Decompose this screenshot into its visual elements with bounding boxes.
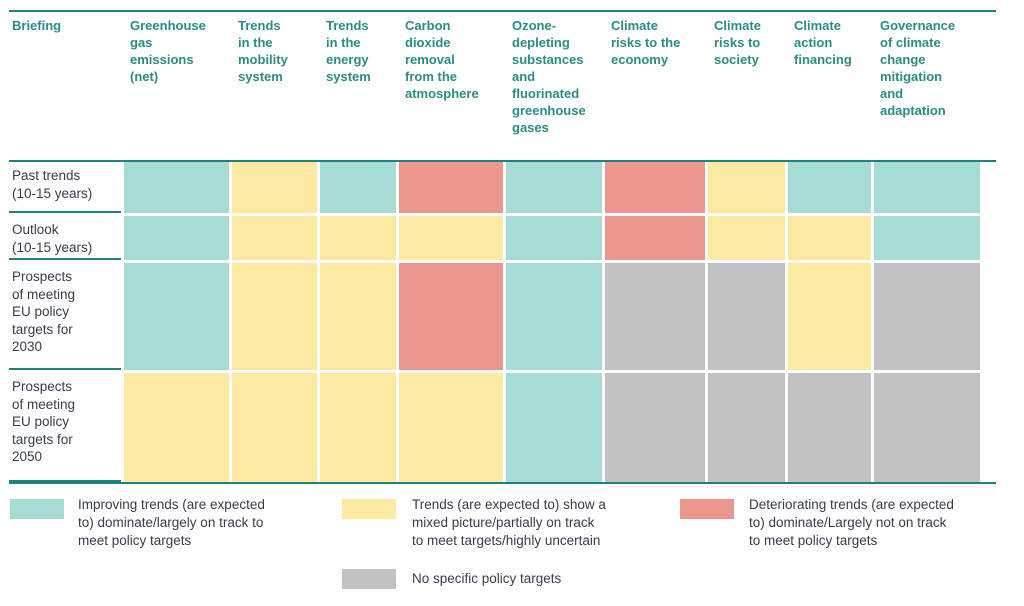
column-header: Carbon dioxide removal from the atmosphe… xyxy=(405,17,479,101)
matrix-cell-improving xyxy=(874,162,980,213)
row-label: Outlook (10-15 years) xyxy=(9,216,121,260)
matrix-cell-none xyxy=(605,263,705,370)
matrix-cell-improving xyxy=(506,162,602,213)
matrix-cell-improving xyxy=(124,162,229,213)
matrix-cell-mixed xyxy=(232,162,317,213)
legend-label-deteriorating: Deteriorating trends (are expected to) d… xyxy=(749,497,954,548)
matrix-cell-mixed xyxy=(399,216,503,260)
matrix-cell-deteriorating xyxy=(605,216,705,260)
column-header: Trends in the energy system xyxy=(326,17,371,84)
matrix-cell-none xyxy=(708,263,785,370)
legend-label-no-target: No specific policy targets xyxy=(412,571,562,586)
column-header: Climate action financing xyxy=(794,17,852,67)
matrix-cell-improving xyxy=(506,263,602,370)
column-header: Climate risks to the economy xyxy=(611,17,681,67)
legend-swatch-deteriorating xyxy=(680,499,734,519)
legend-swatch-mixed xyxy=(342,499,396,519)
matrix-cell-mixed xyxy=(708,162,785,213)
matrix-cell-improving xyxy=(506,373,602,482)
matrix-cell-mixed xyxy=(232,263,317,370)
row-label: Prospects of meeting EU policy targets f… xyxy=(9,373,121,482)
matrix-cell-improving xyxy=(874,216,980,260)
matrix-cell-mixed xyxy=(320,216,396,260)
matrix-cell-none xyxy=(874,263,980,370)
column-header: Climate risks to society xyxy=(714,17,761,67)
matrix-cell-mixed xyxy=(788,263,871,370)
column-header: Trends in the mobility system xyxy=(238,17,288,84)
matrix-cell-mixed xyxy=(399,373,503,482)
matrix-cell-none xyxy=(708,373,785,482)
matrix-cell-mixed xyxy=(124,373,229,482)
matrix-cell-mixed xyxy=(320,263,396,370)
matrix-cell-mixed xyxy=(232,373,317,482)
legend-swatch-improving xyxy=(10,499,64,519)
column-header-briefing: Briefing xyxy=(12,17,62,33)
column-header: Governance of climate change mitigation … xyxy=(880,17,956,118)
matrix-cell-improving xyxy=(788,162,871,213)
summary-table: Briefing Greenhouse gas emissions (net) T… xyxy=(9,10,996,484)
matrix-cell-none xyxy=(874,373,980,482)
matrix-cell-improving xyxy=(320,162,396,213)
matrix-cell-improving xyxy=(506,216,602,260)
matrix-cell-deteriorating xyxy=(399,263,503,370)
matrix-cell-mixed xyxy=(708,216,785,260)
matrix-cell-mixed xyxy=(232,216,317,260)
matrix-cell-mixed xyxy=(788,216,871,260)
row-label: Past trends (10-15 years) xyxy=(9,162,121,213)
legend-label-mixed: Trends (are expected to) show a mixed pi… xyxy=(412,497,606,548)
matrix-cell-improving xyxy=(124,216,229,260)
matrix-cell-none xyxy=(605,373,705,482)
row-label: Prospects of meeting EU policy targets f… xyxy=(9,263,121,370)
matrix-cell-none xyxy=(788,373,871,482)
column-header: Ozone- depleting substances and fluorina… xyxy=(512,17,586,135)
matrix-cell-improving xyxy=(124,263,229,370)
table-header-row: Briefing Greenhouse gas emissions (net) T… xyxy=(9,12,996,161)
table-body: Past trends (10-15 years) Outlook (10-15 … xyxy=(9,162,996,482)
legend-label-improving: Improving trends (are expected to) domin… xyxy=(78,497,265,548)
header-separator-rule xyxy=(9,160,996,162)
matrix-cell-mixed xyxy=(320,373,396,482)
legend-swatch-no-target xyxy=(342,569,396,589)
column-header: Greenhouse gas emissions (net) xyxy=(130,17,206,84)
table-top-rule xyxy=(9,10,996,12)
table-bottom-rule xyxy=(9,482,996,484)
matrix-cell-deteriorating xyxy=(399,162,503,213)
matrix-cell-deteriorating xyxy=(605,162,705,213)
legend: Improving trends (are expected to) domin… xyxy=(0,484,1024,606)
